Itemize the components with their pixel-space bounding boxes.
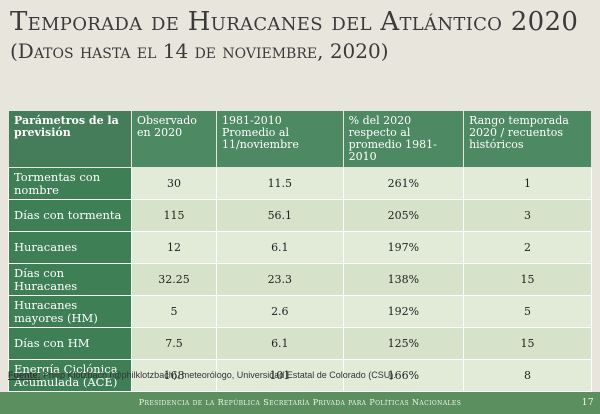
table-row: Energía Ciclónica Acumulada (ACE) 168 10… bbox=[8, 359, 592, 392]
footer-text: Presidencia de la República Secretaría P… bbox=[138, 398, 462, 407]
header-rank: Rango temporada 2020 / recuentos históri… bbox=[463, 110, 592, 168]
row-average: 56.1 bbox=[216, 199, 344, 232]
row-rank: 5 bbox=[463, 295, 592, 328]
row-observed: 7.5 bbox=[131, 327, 217, 360]
source-note: Fuente: Philip Klotzbach (@philklotzbach… bbox=[8, 370, 592, 380]
row-percent: 166% bbox=[342, 359, 465, 392]
row-rank: 1 bbox=[463, 167, 592, 200]
source-text: Philip Klotzbach (@philklotzbach), meteo… bbox=[40, 370, 396, 380]
table-row: Huracanes mayores (HM) 5 2.6 192% 5 bbox=[8, 295, 592, 328]
page-subtitle: (Datos hasta el 14 de noviembre, 2020) bbox=[10, 39, 389, 63]
header-percent: % del 2020 respecto al promedio 1981-201… bbox=[342, 110, 465, 168]
row-param: Huracanes mayores (HM) bbox=[8, 295, 132, 328]
row-observed: 115 bbox=[131, 199, 217, 232]
row-observed: 12 bbox=[131, 231, 217, 264]
row-param: Huracanes bbox=[8, 231, 132, 264]
table-row: Tormentas con nombre 30 11.5 261% 1 bbox=[8, 167, 592, 200]
title-block: Temporada de Huracanes del Atlántico 202… bbox=[10, 7, 590, 64]
row-percent: 205% bbox=[342, 199, 465, 232]
row-param: Días con HM bbox=[8, 327, 132, 360]
row-average: 101 bbox=[216, 359, 344, 392]
table-header-row: Parámetros de la previsión Observado en … bbox=[8, 110, 592, 168]
header-observed: Observado en 2020 bbox=[131, 110, 217, 168]
row-observed: 30 bbox=[131, 167, 217, 200]
table-row: Días con HM 7.5 6.1 125% 15 bbox=[8, 327, 592, 360]
row-average: 6.1 bbox=[216, 327, 344, 360]
row-average: 11.5 bbox=[216, 167, 344, 200]
row-rank: 15 bbox=[463, 263, 592, 296]
source-label: Fuente: bbox=[8, 370, 41, 380]
row-average: 23.3 bbox=[216, 263, 344, 296]
row-average: 2.6 bbox=[216, 295, 344, 328]
row-rank: 2 bbox=[463, 231, 592, 264]
row-percent: 125% bbox=[342, 327, 465, 360]
row-rank: 15 bbox=[463, 327, 592, 360]
row-percent: 197% bbox=[342, 231, 465, 264]
table-row: Días con Huracanes 32.25 23.3 138% 15 bbox=[8, 263, 592, 296]
header-average: 1981-2010 Promedio al 11/noviembre bbox=[216, 110, 344, 168]
row-param: Tormentas con nombre bbox=[8, 167, 132, 200]
page-number: 17 bbox=[581, 398, 594, 408]
row-param: Días con Huracanes bbox=[8, 263, 132, 296]
row-param: Días con tormenta bbox=[8, 199, 132, 232]
page-footer: Presidencia de la República Secretaría P… bbox=[0, 392, 600, 414]
row-percent: 192% bbox=[342, 295, 465, 328]
row-rank: 3 bbox=[463, 199, 592, 232]
row-average: 6.1 bbox=[216, 231, 344, 264]
row-observed: 168 bbox=[131, 359, 217, 392]
row-observed: 5 bbox=[131, 295, 217, 328]
row-rank: 8 bbox=[463, 359, 592, 392]
hurricane-table: Parámetros de la previsión Observado en … bbox=[8, 110, 592, 392]
page-title: Temporada de Huracanes del Atlántico 202… bbox=[10, 7, 579, 37]
row-percent: 138% bbox=[342, 263, 465, 296]
table-row: Huracanes 12 6.1 197% 2 bbox=[8, 231, 592, 264]
row-param: Energía Ciclónica Acumulada (ACE) bbox=[8, 359, 132, 392]
header-param: Parámetros de la previsión bbox=[8, 110, 132, 168]
row-observed: 32.25 bbox=[131, 263, 217, 296]
row-percent: 261% bbox=[342, 167, 465, 200]
table-row: Días con tormenta 115 56.1 205% 3 bbox=[8, 199, 592, 232]
